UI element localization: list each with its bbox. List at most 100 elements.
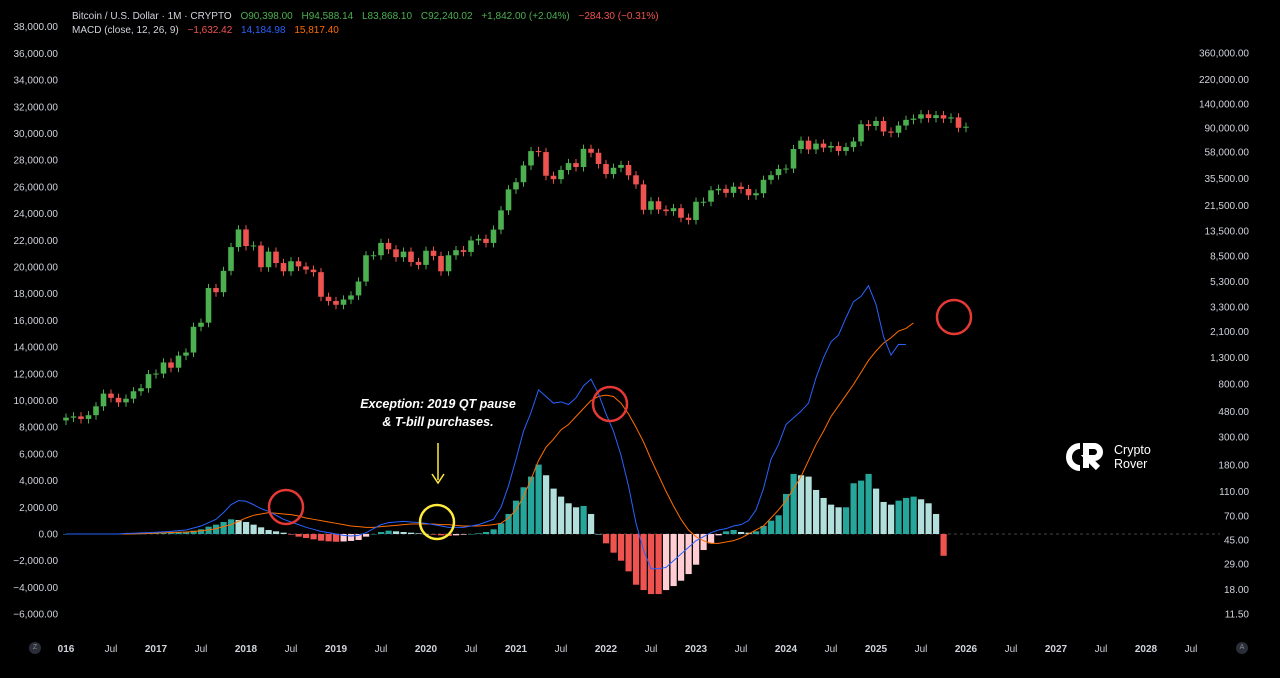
- symbol-title: Bitcoin / U.S. Dollar · 1M · CRYPTO: [72, 11, 232, 22]
- annotation-line2: & T-bill purchases.: [382, 415, 494, 429]
- macd-histogram-bar: [430, 534, 437, 535]
- macd-histogram-bar: [483, 531, 490, 534]
- macd-histogram-bar: [228, 519, 235, 534]
- price-candle-body: [790, 148, 797, 169]
- macd-histogram-bar: [258, 527, 265, 534]
- price-candle-body: [910, 118, 917, 120]
- x-axis-tick-label: Jul: [1095, 644, 1108, 655]
- price-candle-body: [535, 151, 542, 153]
- price-candle-body: [865, 124, 872, 126]
- price-candle-body: [940, 115, 947, 119]
- price-candle-body: [895, 125, 902, 133]
- x-axis-tick-label: 2019: [325, 644, 348, 655]
- price-candle-body: [573, 163, 579, 168]
- macd-histogram-bar: [175, 532, 182, 534]
- price-candle-body: [393, 249, 399, 258]
- macd-histogram-bar: [700, 534, 707, 551]
- price-candle-body: [685, 217, 692, 220]
- right-axis-tick-label: 13,500.00: [1205, 226, 1250, 237]
- auto-scale-toggle[interactable]: A: [1236, 642, 1248, 654]
- macd-histogram-bar: [513, 500, 520, 534]
- macd-histogram-bar: [858, 480, 865, 534]
- macd-histogram-bar: [588, 513, 595, 534]
- log-scale-toggle[interactable]: Z: [29, 642, 41, 654]
- price-candle-body: [903, 119, 909, 126]
- price-candle-body: [805, 140, 812, 150]
- x-axis-tick-label: Jul: [1185, 644, 1198, 655]
- x-axis-tick-label: Jul: [195, 644, 208, 655]
- macd-histogram-bar: [168, 532, 175, 534]
- x-axis-tick-label: 016: [58, 644, 75, 655]
- macd-histogram-bar: [160, 532, 167, 534]
- macd-histogram-bar: [708, 534, 715, 544]
- price-candle-body: [588, 148, 594, 153]
- price-candle-body: [835, 145, 842, 151]
- macd-histogram-bar: [183, 531, 190, 534]
- macd-histogram-bar: [213, 524, 220, 534]
- price-candle-body: [933, 115, 939, 119]
- price-candle-body: [310, 269, 317, 273]
- macd-histogram-bar: [805, 476, 812, 534]
- macd-histogram-bar: [648, 534, 655, 595]
- price-candle-body: [663, 209, 669, 212]
- price-candle-body: [783, 168, 789, 170]
- price-candle-body: [355, 281, 362, 296]
- macd-histogram-bar: [663, 534, 670, 591]
- macd-histogram-bar: [775, 515, 782, 534]
- macd-histogram-bar: [903, 497, 910, 534]
- price-candle-body: [925, 114, 932, 119]
- price-candle-body: [400, 251, 407, 258]
- macd-histogram-bar: [303, 534, 310, 539]
- price-candle-body: [678, 208, 684, 218]
- macd-histogram-bar: [250, 524, 257, 534]
- price-candle-body: [700, 201, 707, 203]
- macd-histogram-bar: [355, 534, 362, 541]
- price-candle-body: [78, 416, 84, 419]
- price-candle-body: [648, 201, 654, 210]
- macd-histogram-bar: [813, 489, 820, 534]
- left-axis-tick-label: 22,000.00: [14, 236, 59, 247]
- macd-histogram-bar: [835, 507, 842, 534]
- price-candle-body: [258, 245, 264, 268]
- price-candle-body: [610, 167, 617, 175]
- price-candle-body: [888, 131, 894, 133]
- macd-histogram-bar: [438, 534, 445, 536]
- macd-histogram-bar: [333, 534, 340, 542]
- macd-histogram-bar: [153, 533, 160, 534]
- left-axis-tick-label: 4,000.00: [19, 476, 58, 487]
- price-candle-body: [618, 164, 624, 168]
- macd-histogram-bar: [790, 473, 797, 534]
- price-candle-body: [730, 186, 737, 193]
- crypto-rover-logo: Crypto Rover: [1066, 442, 1151, 472]
- ohlc-open: O90,398.00: [240, 11, 293, 22]
- x-axis-tick-label: Jul: [105, 644, 118, 655]
- price-candle-body: [228, 247, 234, 271]
- macd-histogram-bar: [738, 531, 745, 534]
- macd-histogram-bar: [520, 487, 527, 534]
- macd-histogram-bar: [393, 531, 400, 534]
- macd-histogram-bar: [243, 521, 250, 534]
- price-candle-body: [423, 250, 429, 265]
- price-candle-body: [775, 168, 782, 176]
- price-candle-body: [565, 163, 572, 170]
- macd-histogram-bar: [265, 529, 272, 534]
- macd-signal-value: 15,817.40: [294, 25, 339, 36]
- x-axis-tick-label: 2024: [775, 644, 798, 655]
- macd-histogram-bar: [273, 531, 280, 534]
- macd-histogram-bar: [798, 475, 805, 534]
- x-axis-tick-label: Jul: [285, 644, 298, 655]
- right-axis-tick-label: 3,300.00: [1210, 303, 1249, 314]
- macd-histogram-bar: [603, 534, 610, 544]
- left-axis-tick-label: 10,000.00: [14, 396, 59, 407]
- macd-histogram-bar: [318, 534, 325, 541]
- macd-histogram-bar: [925, 503, 932, 534]
- macd-histogram-bar: [580, 505, 587, 534]
- highlight-circle-yellow: [418, 503, 456, 541]
- price-candle-body: [220, 270, 227, 293]
- right-axis-tick-label: 35,500.00: [1205, 174, 1250, 185]
- macd-histogram-bar: [565, 503, 572, 534]
- price-candle-body: [340, 299, 347, 305]
- macd-histogram-bar: [453, 534, 460, 536]
